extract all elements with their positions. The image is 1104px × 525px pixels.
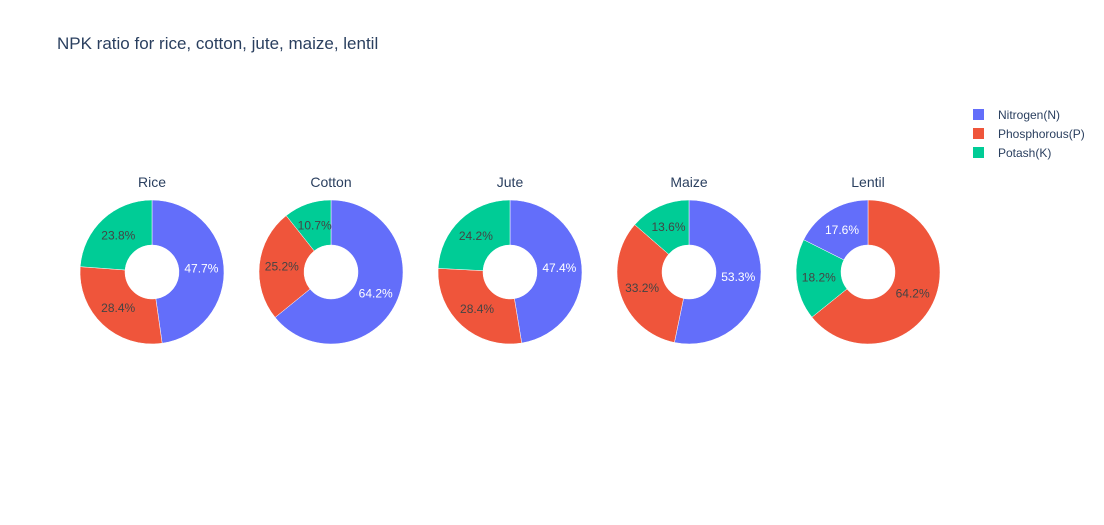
slice-lentil-phosphorous[interactable] bbox=[811, 199, 941, 345]
slice-cotton-nitrogen[interactable] bbox=[274, 199, 404, 345]
legend-label-nitrogen: Nitrogen(N) bbox=[998, 108, 1060, 122]
chart-title: NPK ratio for rice, cotton, jute, maize,… bbox=[57, 34, 379, 53]
pie-jute: Jute 47.4% 28.4% 24.2% bbox=[437, 174, 583, 345]
slice-label-jute-potash: 24.2% bbox=[459, 229, 493, 243]
pie-maize: Maize 53.3% 33.2% 13.6% bbox=[616, 174, 762, 345]
slice-maize-nitrogen[interactable] bbox=[674, 199, 762, 345]
legend-label-phosphorous: Phosphorous(P) bbox=[998, 127, 1085, 141]
legend-item-nitrogen[interactable]: Nitrogen(N) bbox=[973, 108, 1060, 122]
legend-label-potash: Potash(K) bbox=[998, 146, 1051, 160]
slice-label-maize-potash: 13.6% bbox=[651, 220, 685, 234]
slice-label-cotton-potash: 10.7% bbox=[298, 218, 332, 232]
legend-item-potash[interactable]: Potash(K) bbox=[973, 146, 1051, 160]
pie-title-rice: Rice bbox=[138, 174, 166, 190]
slice-cotton-potash[interactable] bbox=[285, 199, 332, 252]
slice-jute-phosphorous[interactable] bbox=[437, 268, 522, 345]
slice-lentil-nitrogen[interactable] bbox=[803, 199, 869, 261]
slice-cotton-phosphorous[interactable] bbox=[258, 215, 315, 318]
slice-rice-phosphorous[interactable] bbox=[79, 266, 163, 345]
pie-title-lentil: Lentil bbox=[851, 174, 884, 190]
legend-swatch-phosphorous bbox=[973, 128, 984, 139]
slice-jute-potash[interactable] bbox=[437, 199, 511, 271]
slice-label-maize-nitrogen: 53.3% bbox=[721, 270, 755, 284]
pies-group: Rice 47.7% 28.4% 23.8% Cotton 64.2% 25.2% 10.7%… bbox=[79, 174, 941, 345]
pie-title-jute: Jute bbox=[497, 174, 524, 190]
legend-swatch-potash bbox=[973, 147, 984, 158]
pie-title-maize: Maize bbox=[670, 174, 708, 190]
slice-rice-potash[interactable] bbox=[79, 199, 153, 271]
pie-cotton: Cotton 64.2% 25.2% 10.7% bbox=[258, 174, 404, 345]
legend[interactable]: Nitrogen(N) Phosphorous(P) Potash(K) bbox=[973, 108, 1085, 160]
slice-label-jute-nitrogen: 47.4% bbox=[542, 261, 576, 275]
pie-lentil: Lentil 64.2% 18.2% 17.6% bbox=[795, 174, 941, 345]
legend-swatch-nitrogen bbox=[973, 109, 984, 120]
slice-maize-phosphorous[interactable] bbox=[616, 224, 684, 343]
legend-item-phosphorous[interactable]: Phosphorous(P) bbox=[973, 127, 1085, 141]
slice-label-rice-potash: 23.8% bbox=[101, 229, 135, 243]
pie-rice: Rice 47.7% 28.4% 23.8% bbox=[79, 174, 225, 345]
slice-label-lentil-potash: 18.2% bbox=[802, 270, 836, 284]
slice-label-lentil-phosphorous: 64.2% bbox=[896, 286, 930, 300]
slice-jute-nitrogen[interactable] bbox=[509, 199, 583, 344]
slice-label-jute-phosphorous: 28.4% bbox=[460, 302, 494, 316]
slice-label-cotton-nitrogen: 64.2% bbox=[359, 286, 393, 300]
slice-label-maize-phosphorous: 33.2% bbox=[625, 281, 659, 295]
slice-label-rice-phosphorous: 28.4% bbox=[101, 301, 135, 315]
slice-maize-potash[interactable] bbox=[634, 199, 690, 255]
slice-label-lentil-nitrogen: 17.6% bbox=[825, 223, 859, 237]
pie-title-cotton: Cotton bbox=[310, 174, 351, 190]
slice-rice-nitrogen[interactable] bbox=[151, 199, 225, 344]
slice-label-cotton-phosphorous: 25.2% bbox=[265, 260, 299, 274]
slice-label-rice-nitrogen: 47.7% bbox=[184, 262, 218, 276]
